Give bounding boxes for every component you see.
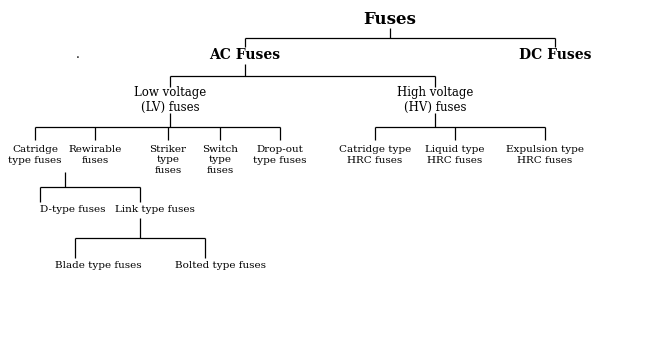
Text: DC Fuses: DC Fuses [519,48,592,62]
Text: Link type fuses: Link type fuses [115,205,195,215]
Text: Drop-out
type fuses: Drop-out type fuses [254,145,307,165]
Text: Low voltage
(LV) fuses: Low voltage (LV) fuses [134,86,206,114]
Text: High voltage
(HV) fuses: High voltage (HV) fuses [396,86,473,114]
Text: Fuses: Fuses [363,12,417,28]
Text: Catridge
type fuses: Catridge type fuses [8,145,62,165]
Text: Expulsion type
HRC fuses: Expulsion type HRC fuses [506,145,584,165]
Text: Blade type fuses: Blade type fuses [55,260,142,270]
Text: Liquid type
HRC fuses: Liquid type HRC fuses [425,145,485,165]
Text: AC Fuses: AC Fuses [209,48,281,62]
Text: D-type fuses: D-type fuses [40,205,105,215]
Text: Switch
type
fuses: Switch type fuses [202,145,238,175]
Text: .: . [76,49,80,62]
Text: Bolted type fuses: Bolted type fuses [175,260,266,270]
Text: Rewirable
fuses: Rewirable fuses [68,145,122,165]
Text: Striker
type
fuses: Striker type fuses [150,145,187,175]
Text: Catridge type
HRC fuses: Catridge type HRC fuses [339,145,411,165]
